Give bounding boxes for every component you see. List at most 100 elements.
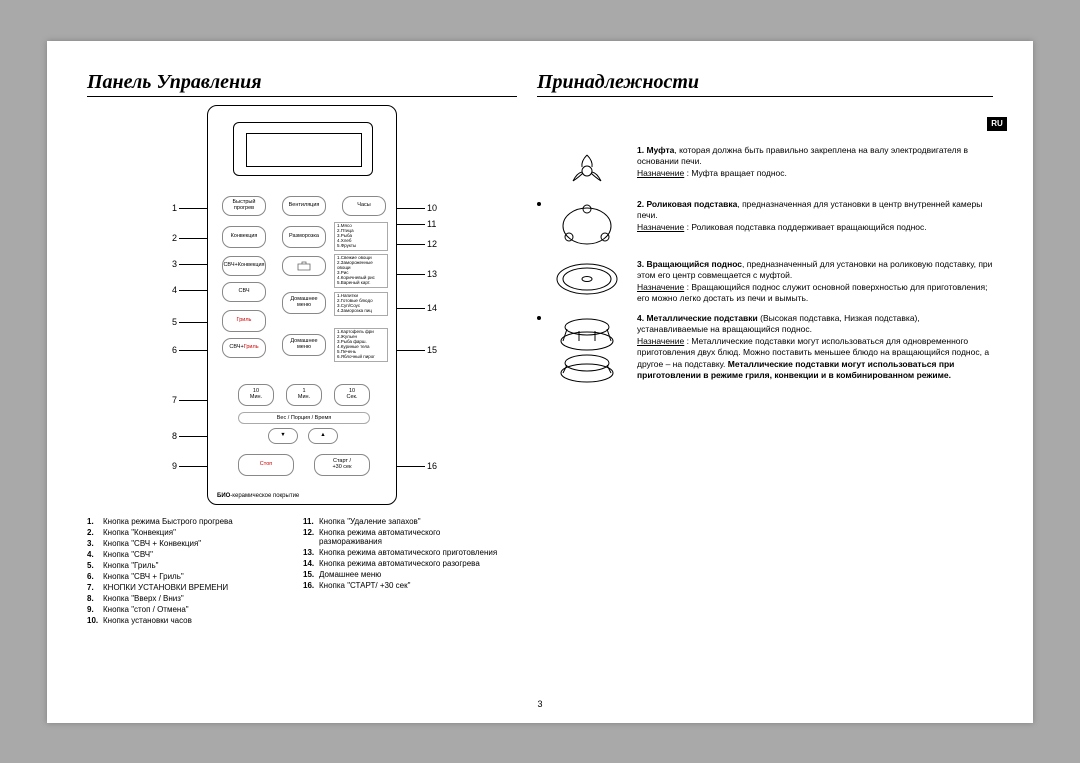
legend-num: 9.: [87, 605, 103, 614]
control-panel-figure: 1 2 3 4 5 6 7 8 9 10: [87, 105, 517, 505]
legend-col-b: 11.Кнопка "Удаление запахов"12.Кнопка ре…: [303, 517, 503, 627]
legend-item: 7.КНОПКИ УСТАНОВКИ ВРЕМЕНИ: [87, 583, 287, 592]
btn-convection: Конвекция: [222, 226, 266, 248]
list-defrost-items: 1.Мясо 2.Птица 3.Рыба 4.Хлеб 5.Фрукты: [334, 222, 388, 251]
legend-num: 16.: [303, 581, 319, 590]
metal-racks-icon: [557, 315, 617, 385]
bullet-icon: [537, 202, 541, 206]
control-panel-legend: 1.Кнопка режима Быстрого прогрева2.Кнопк…: [87, 517, 517, 627]
callout-left-4: 4: [157, 285, 177, 295]
legend-text: Кнопка "Конвекция": [103, 528, 176, 537]
accessory-text: 3. Вращающийся поднос, предназначенный д…: [637, 259, 993, 305]
list-reheat: 1.Напитки 2.Готовые блюдо 3.Суп/Соус 4.З…: [334, 292, 388, 316]
legend-item: 1.Кнопка режима Быстрого прогрева: [87, 517, 287, 526]
accessory-text: 4. Металлические подставки (Высокая подс…: [637, 313, 993, 385]
callout-left-5: 5: [157, 317, 177, 327]
btn-reheat: Домашнее меню: [282, 292, 326, 314]
legend-num: 5.: [87, 561, 103, 570]
legend-text: КНОПКИ УСТАНОВКИ ВРЕМЕНИ: [103, 583, 228, 592]
accessory-icon: [549, 199, 625, 251]
page-number: 3: [47, 699, 1033, 709]
accessory-text: 1. Муфта, которая должна быть правильно …: [637, 145, 993, 191]
legend-text: Кнопка "СВЧ + Гриль": [103, 572, 184, 581]
callout-left-8: 8: [157, 431, 177, 441]
legend-num: 10.: [87, 616, 103, 625]
accessory-row: 2. Роликовая подставка, предназначенная …: [537, 199, 993, 259]
legend-text: Кнопка режима автоматического разогрева: [319, 559, 480, 568]
legend-item: 4.Кнопка "СВЧ": [87, 550, 287, 559]
accessory-icon: [549, 259, 625, 305]
pot-icon: [296, 260, 312, 272]
legend-item: 10.Кнопка установки часов: [87, 616, 287, 625]
accessory-text: 2. Роликовая подставка, предназначенная …: [637, 199, 993, 251]
legend-item: 13.Кнопка режима автоматического пригото…: [303, 548, 503, 557]
btn-mw: СВЧ: [222, 282, 266, 302]
legend-item: 3.Кнопка "СВЧ + Конвекция": [87, 539, 287, 548]
control-panel-body: Быстрый прогрев Вентиляция Часы Конвекци…: [207, 105, 397, 505]
section-title-control-panel: Панель Управления: [87, 71, 517, 97]
callout-left-6: 6: [157, 345, 177, 355]
legend-num: 11.: [303, 517, 319, 526]
callout-right-15: 15: [427, 345, 447, 355]
btn-mw-conv: СВЧ+Конвекция: [222, 256, 266, 276]
legend-item: 5.Кнопка "Гриль": [87, 561, 287, 570]
legend-text: Домашнее меню: [319, 570, 381, 579]
callout-right-12: 12: [427, 239, 447, 249]
accessory-icon: [549, 313, 625, 385]
list-home-menu: 1.Картофель фри 2.Жульен 3.Рыба фарш. 4.…: [334, 328, 388, 362]
legend-text: Кнопка режима автоматического приготовле…: [319, 548, 497, 557]
manual-page: RU Панель Управления 1 2 3 4 5 6 7: [47, 41, 1033, 723]
two-column-layout: Панель Управления 1 2 3 4 5 6 7 8 9: [87, 71, 993, 627]
legend-num: 7.: [87, 583, 103, 592]
language-badge-ru: RU: [987, 117, 1007, 131]
legend-num: 12.: [303, 528, 319, 546]
accessory-icon: [549, 145, 625, 191]
btn-home-menu: Домашнее меню: [282, 334, 326, 356]
callout-right-13: 13: [427, 269, 447, 279]
accessory-row: 3. Вращающийся поднос, предназначенный д…: [537, 259, 993, 313]
callout-right-11: 11: [427, 219, 447, 229]
btn-down: ▼: [268, 428, 298, 444]
btn-grill: Гриль: [222, 310, 266, 332]
accessory-row: 1. Муфта, которая должна быть правильно …: [537, 145, 993, 199]
accessory-row: 4. Металлические подставки (Высокая подс…: [537, 313, 993, 393]
panel-display: [233, 122, 373, 176]
btn-defrost: Разморозка: [282, 226, 326, 248]
callout-left-1: 1: [157, 203, 177, 213]
legend-item: 9.Кнопка "стоп / Отмена": [87, 605, 287, 614]
accessories-list: 1. Муфта, которая должна быть правильно …: [537, 145, 993, 393]
btn-10min: 10 Мин.: [238, 384, 274, 406]
legend-num: 8.: [87, 594, 103, 603]
label-weight-portion-time: Вес / Порция / Время: [238, 412, 370, 424]
btn-up: ▲: [308, 428, 338, 444]
control-panel-section: Панель Управления 1 2 3 4 5 6 7 8 9: [87, 71, 517, 627]
legend-text: Кнопка "СТАРТ/ +30 сек": [319, 581, 410, 590]
btn-start-30s: Старт / +30 сек: [314, 454, 370, 476]
callout-left-9: 9: [157, 461, 177, 471]
legend-text: Кнопка "стоп / Отмена": [103, 605, 189, 614]
coupler-icon: [563, 147, 611, 191]
callout-left-2: 2: [157, 233, 177, 243]
legend-text: Кнопка режима автоматического разморажив…: [319, 528, 503, 546]
legend-col-a: 1.Кнопка режима Быстрого прогрева2.Кнопк…: [87, 517, 287, 627]
legend-item: 6.Кнопка "СВЧ + Гриль": [87, 572, 287, 581]
bio-ceramic-label: БИО-БИО-керамическое покрытиекерамическо…: [217, 493, 299, 499]
legend-num: 13.: [303, 548, 319, 557]
legend-text: Кнопка режима Быстрого прогрева: [103, 517, 233, 526]
legend-num: 1.: [87, 517, 103, 526]
legend-item: 14.Кнопка режима автоматического разогре…: [303, 559, 503, 568]
btn-clock: Часы: [342, 196, 386, 216]
callout-right-14: 14: [427, 303, 447, 313]
legend-text: Кнопка "Гриль": [103, 561, 159, 570]
list-auto-cook: 1.Свежие овощи 2.Замороженные овощи 3.Ри…: [334, 254, 388, 288]
callout-left-3: 3: [157, 259, 177, 269]
legend-item: 15.Домашнее меню: [303, 570, 503, 579]
accessories-intro-blank: [537, 105, 993, 135]
turntable-icon: [555, 261, 619, 297]
bullet-icon: [537, 316, 541, 320]
legend-text: Кнопка "Удаление запахов": [319, 517, 421, 526]
legend-num: 14.: [303, 559, 319, 568]
legend-num: 3.: [87, 539, 103, 548]
btn-stop: Стоп: [238, 454, 294, 476]
legend-num: 15.: [303, 570, 319, 579]
